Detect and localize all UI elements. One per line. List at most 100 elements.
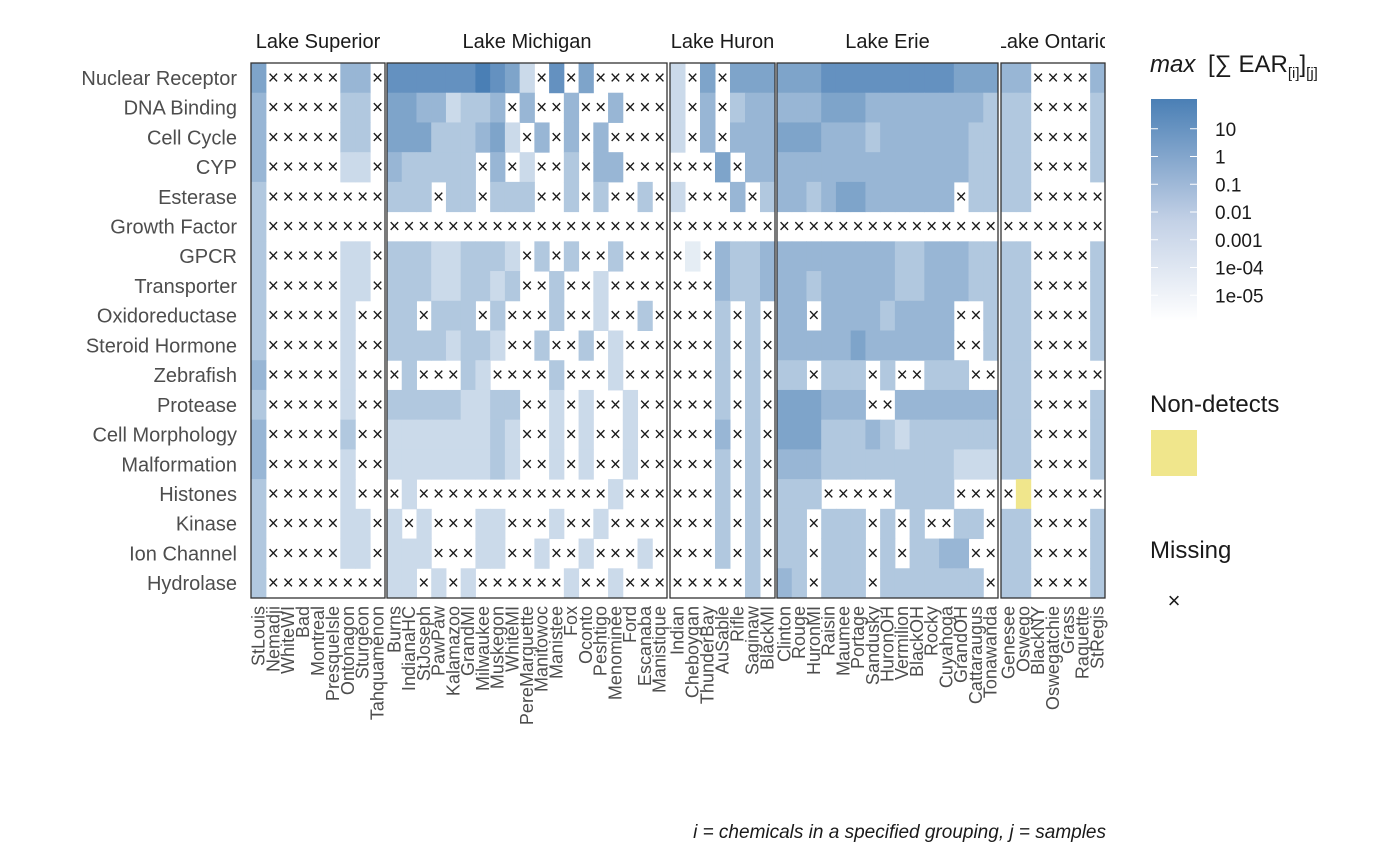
- panel-border: [669, 62, 776, 599]
- heat-cell: [983, 63, 999, 94]
- missing-cell: ×: [625, 157, 636, 178]
- missing-cell: ×: [639, 276, 650, 297]
- missing-cell: ×: [595, 395, 606, 416]
- heat-cell: [821, 389, 837, 421]
- missing-cell: ×: [1077, 335, 1088, 356]
- heat-cell: [953, 389, 970, 421]
- heat-cell: [983, 92, 999, 123]
- missing-cell: ×: [521, 365, 532, 386]
- heat-cell: [355, 538, 371, 569]
- heat-cell: [835, 538, 852, 569]
- missing-cell: ×: [867, 514, 878, 535]
- missing-cell: ×: [732, 157, 743, 178]
- missing-cell: ×: [283, 543, 294, 564]
- heat-cell: [387, 122, 403, 153]
- missing-cell: ×: [372, 157, 383, 178]
- heat-cell: [593, 181, 609, 213]
- missing-cell: ×: [389, 365, 400, 386]
- missing-cell: ×: [551, 543, 562, 564]
- missing-cell: ×: [580, 127, 591, 148]
- missing-cell: ×: [492, 216, 503, 237]
- missing-cell: ×: [566, 454, 577, 475]
- missing-cell: ×: [327, 573, 338, 594]
- heat-cell: [251, 63, 267, 94]
- missing-cell: ×: [654, 187, 665, 208]
- heat-cell: [821, 122, 837, 153]
- heat-cell: [835, 271, 852, 302]
- missing-cell: ×: [1003, 216, 1014, 237]
- missing-cell: ×: [625, 484, 636, 505]
- missing-cell: ×: [808, 514, 819, 535]
- heat-cell: [1015, 538, 1032, 569]
- missing-cell: ×: [687, 573, 698, 594]
- heat-cell: [865, 419, 881, 450]
- missing-cell: ×: [312, 127, 323, 148]
- heat-cell: [1090, 568, 1106, 599]
- missing-cell: ×: [536, 573, 547, 594]
- heat-cell: [401, 419, 417, 450]
- missing-cell: ×: [507, 365, 518, 386]
- heat-cell: [821, 241, 837, 272]
- missing-cell: ×: [1077, 127, 1088, 148]
- site-label: StLouis: [248, 606, 268, 666]
- missing-cell: ×: [327, 157, 338, 178]
- missing-cell: ×: [312, 335, 323, 356]
- heat-cell: [355, 241, 371, 272]
- missing-cell: ×: [970, 335, 981, 356]
- missing-cell: ×: [639, 395, 650, 416]
- category-label: Kinase: [176, 514, 237, 536]
- heat-cell: [850, 92, 866, 123]
- missing-cell: ×: [897, 543, 908, 564]
- site-label: PawPaw: [429, 605, 449, 676]
- heat-cell: [416, 92, 432, 123]
- heat-cell: [791, 271, 807, 302]
- heat-cell: [760, 122, 776, 153]
- missing-cell: ×: [389, 216, 400, 237]
- missing-cell: ×: [911, 365, 922, 386]
- missing-cell: ×: [970, 543, 981, 564]
- heat-cell: [460, 122, 476, 153]
- heat-cell: [730, 122, 746, 153]
- missing-cell: ×: [956, 484, 967, 505]
- missing-cell: ×: [985, 573, 996, 594]
- category-label: Zebrafish: [154, 365, 237, 387]
- heat-cell: [894, 152, 911, 183]
- missing-cell: ×: [672, 276, 683, 297]
- heat-cell: [431, 152, 447, 183]
- heat-cell: [865, 92, 881, 123]
- heat-cell: [924, 330, 940, 361]
- site-label: Rifle: [728, 606, 748, 642]
- heat-cell: [791, 122, 807, 153]
- missing-cell: ×: [702, 157, 713, 178]
- missing-cell: ×: [357, 454, 368, 475]
- missing-cell: ×: [404, 514, 415, 535]
- heat-cell: [340, 122, 356, 153]
- heat-cell: [806, 271, 822, 302]
- heat-cell: [608, 92, 624, 123]
- missing-cell: ×: [1047, 514, 1058, 535]
- missing-cell: ×: [372, 573, 383, 594]
- missing-cell: ×: [283, 395, 294, 416]
- missing-cell: ×: [327, 514, 338, 535]
- heat-cell: [791, 330, 807, 361]
- missing-cell: ×: [566, 216, 577, 237]
- missing-cell: ×: [625, 543, 636, 564]
- missing-cell: ×: [566, 484, 577, 505]
- missing-cell: ×: [1077, 68, 1088, 89]
- missing-cell: ×: [566, 365, 577, 386]
- missing-cell: ×: [283, 68, 294, 89]
- heat-cell: [745, 449, 761, 480]
- missing-cell: ×: [762, 454, 773, 475]
- missing-cell: ×: [566, 306, 577, 327]
- heat-cell: [549, 449, 565, 480]
- missing-cell: ×: [654, 543, 665, 564]
- missing-cell: ×: [1062, 395, 1073, 416]
- heat-cell: [563, 92, 580, 123]
- missing-cell: ×: [418, 216, 429, 237]
- missing-cell: ×: [268, 573, 279, 594]
- heat-cell: [835, 300, 852, 331]
- missing-cell: ×: [897, 514, 908, 535]
- missing-cell: ×: [312, 157, 323, 178]
- heat-cell: [939, 360, 955, 391]
